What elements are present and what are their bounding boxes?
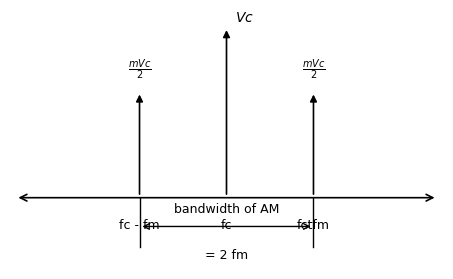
Text: = 2 fm: = 2 fm [205, 249, 248, 262]
Text: fc - fm: fc - fm [119, 218, 160, 232]
Text: bandwidth of AM: bandwidth of AM [174, 203, 279, 216]
Text: fc: fc [221, 218, 232, 232]
Text: fctfm: fctfm [297, 218, 330, 232]
Text: $Vc$: $Vc$ [235, 11, 254, 25]
Text: $\frac{mVc}{2}$: $\frac{mVc}{2}$ [128, 58, 151, 82]
Text: $\frac{mVc}{2}$: $\frac{mVc}{2}$ [302, 58, 325, 82]
